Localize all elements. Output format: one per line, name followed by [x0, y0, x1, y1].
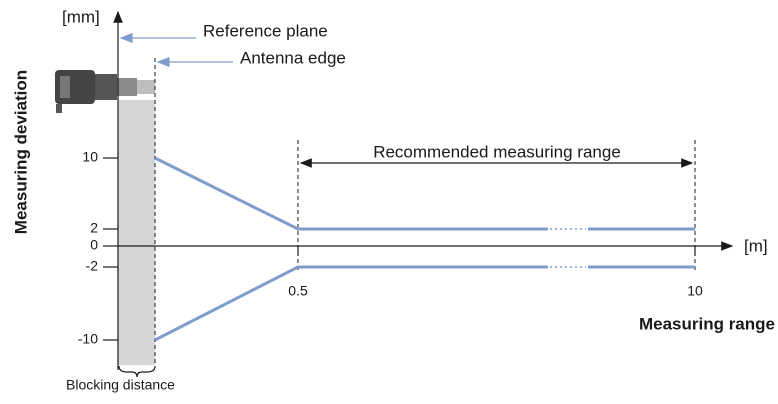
upper-deviation — [154, 156, 695, 231]
reference-plane-label: Reference plane — [203, 21, 328, 40]
x-title: Measuring range — [639, 314, 775, 333]
y-tick-label: 10 — [82, 149, 98, 165]
lower-deviation — [154, 265, 695, 342]
break-dots — [550, 228, 586, 268]
x-tick-label: 0.5 — [288, 283, 308, 299]
y-unit: [mm] — [62, 7, 100, 26]
y-tick-label: -10 — [78, 331, 98, 347]
range-label: Recommended measuring range — [373, 142, 621, 161]
blocking-zone — [118, 100, 155, 365]
blocking-brace — [118, 365, 156, 378]
blocking-label: Blocking distance — [66, 377, 175, 393]
sensor-icon — [55, 70, 155, 113]
antenna-edge-label: Antenna edge — [240, 48, 346, 67]
y-tick-label: -2 — [86, 258, 99, 274]
x-tick-label: 10 — [687, 283, 703, 299]
x-unit: [m] — [744, 236, 768, 255]
y-tick-label: 2 — [90, 220, 98, 236]
y-tick-label: 0 — [90, 237, 98, 253]
y-ticks — [103, 157, 696, 341]
y-title: Measuring deviation — [11, 70, 30, 234]
